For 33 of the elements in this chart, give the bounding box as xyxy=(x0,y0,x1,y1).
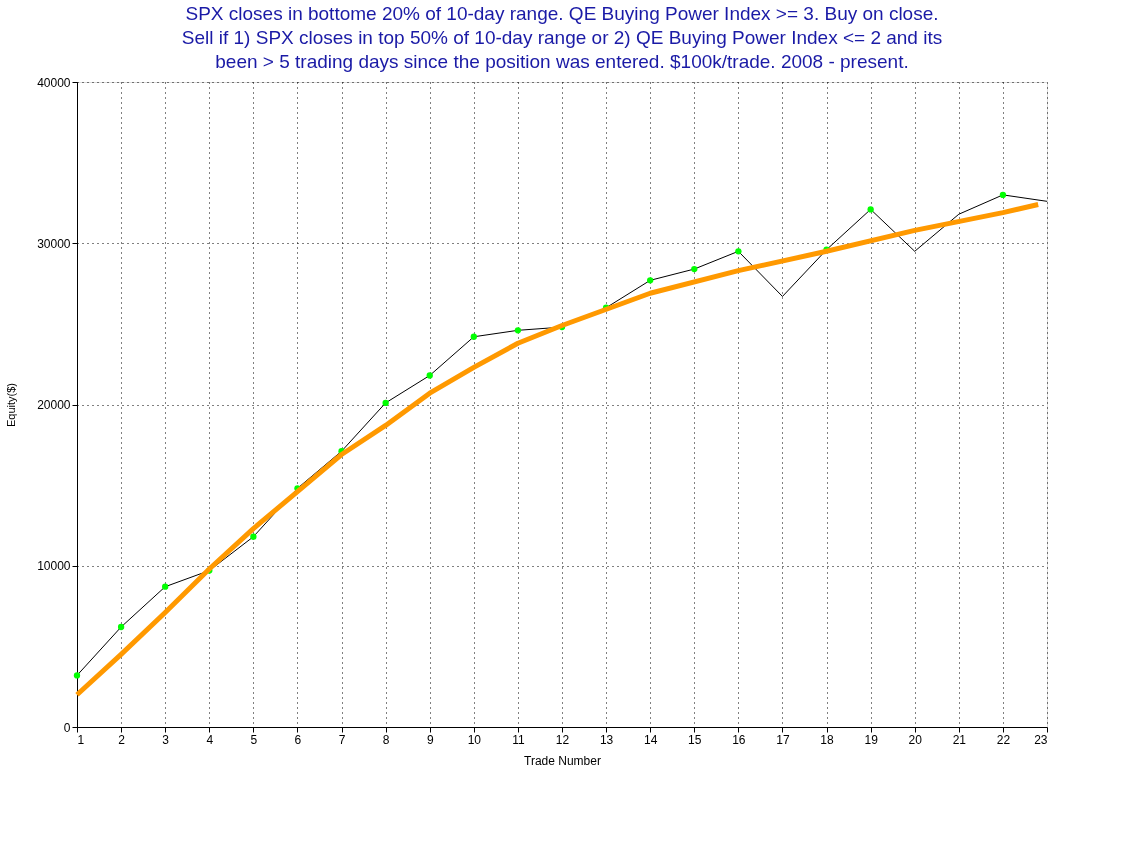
text: been > 5 trading days since the position was entered. $100k/trade. 2008 - present. xyxy=(215,51,909,72)
y-tick-label: 0 xyxy=(63,720,71,735)
x-tick-label: 2 xyxy=(118,732,126,747)
text: Sell if 1) SPX closes in top 50% of 10-day range or 2) QE Buying Power Index <= 2 and its xyxy=(181,27,943,48)
x-axis-title: Trade Number xyxy=(524,753,601,768)
x-tick-label: 16 xyxy=(732,732,746,747)
x-tick-label: 13 xyxy=(599,732,614,747)
x-tick-label: 1 xyxy=(77,732,85,747)
y-tick-label: 30000 xyxy=(37,236,71,251)
x-tick-label: 5 xyxy=(250,732,258,747)
y-axis-title: Equity($) xyxy=(5,382,18,428)
x-tick-label: 14 xyxy=(644,732,658,747)
x-tick-label: 15 xyxy=(688,732,702,747)
x-tick-label: 21 xyxy=(952,732,967,747)
x-tick-label: 6 xyxy=(294,732,302,747)
x-tick-label: 23 xyxy=(1034,732,1048,747)
y-tick-label: 20000 xyxy=(37,398,71,412)
x-tick-label: 20 xyxy=(908,732,923,747)
x-tick-label: 9 xyxy=(426,732,434,747)
x-tick-label: 11 xyxy=(512,732,525,747)
x-tick-label: 4 xyxy=(206,732,214,747)
x-tick-label: 22 xyxy=(996,732,1011,747)
x-tick-label: 18 xyxy=(820,732,835,747)
x-tick-label: 12 xyxy=(555,732,570,747)
x-tick-label: 17 xyxy=(776,732,790,747)
x-tick-label: 7 xyxy=(338,732,346,747)
x-tick-label: 10 xyxy=(467,732,482,747)
y-tick-label: 40000 xyxy=(37,75,71,90)
y-tick-label: 10000 xyxy=(37,559,71,574)
x-tick-label: 3 xyxy=(162,732,170,747)
text: SPX closes in bottome 20% of 10-day range. QE Buying Power Index >= 3. Buy on close. xyxy=(185,3,939,24)
x-tick-label: 19 xyxy=(864,732,879,747)
x-tick-label: 8 xyxy=(382,732,390,747)
